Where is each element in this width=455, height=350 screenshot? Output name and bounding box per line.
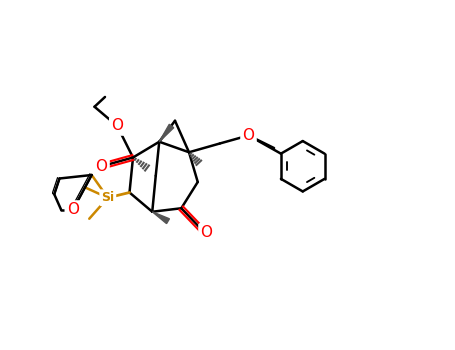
Text: Si: Si bbox=[101, 191, 114, 204]
Polygon shape bbox=[152, 212, 169, 224]
Text: O: O bbox=[111, 119, 123, 133]
Text: O: O bbox=[243, 128, 254, 143]
Text: O: O bbox=[201, 225, 212, 240]
Text: O: O bbox=[96, 159, 107, 174]
Polygon shape bbox=[159, 124, 174, 142]
Text: O: O bbox=[67, 203, 79, 217]
